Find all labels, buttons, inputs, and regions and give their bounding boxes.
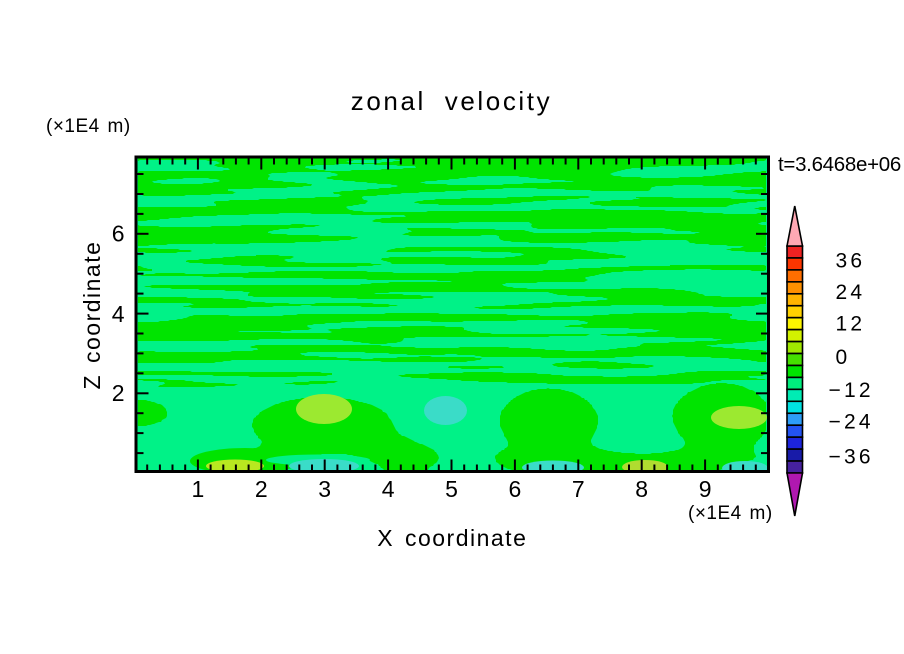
svg-text:6: 6: [112, 221, 125, 247]
svg-text:0: 0: [836, 346, 851, 369]
svg-text:−24: −24: [829, 411, 874, 434]
svg-text:2: 2: [255, 476, 268, 502]
svg-text:24: 24: [836, 281, 866, 304]
svg-text:X coordinate: X coordinate: [377, 525, 527, 551]
svg-text:9: 9: [699, 476, 712, 502]
svg-text:6: 6: [509, 476, 522, 502]
svg-text:−36: −36: [829, 446, 874, 469]
svg-text:4: 4: [382, 476, 395, 502]
svg-text:Z coordinate: Z coordinate: [79, 241, 105, 390]
svg-text:zonal velocity: zonal velocity: [351, 86, 552, 116]
svg-text:t=3.6468e+06: t=3.6468e+06: [778, 153, 901, 176]
svg-text:12: 12: [836, 313, 866, 336]
svg-text:8: 8: [635, 476, 648, 502]
svg-text:36: 36: [836, 250, 866, 273]
svg-text:(×1E4 m): (×1E4 m): [688, 503, 773, 524]
svg-text:3: 3: [318, 476, 331, 502]
svg-text:4: 4: [112, 301, 125, 327]
svg-text:1: 1: [192, 476, 205, 502]
svg-text:7: 7: [572, 476, 585, 502]
svg-text:5: 5: [445, 476, 458, 502]
svg-text:(×1E4 m): (×1E4 m): [46, 116, 131, 137]
svg-text:2: 2: [112, 380, 125, 406]
svg-text:−12: −12: [829, 379, 874, 402]
